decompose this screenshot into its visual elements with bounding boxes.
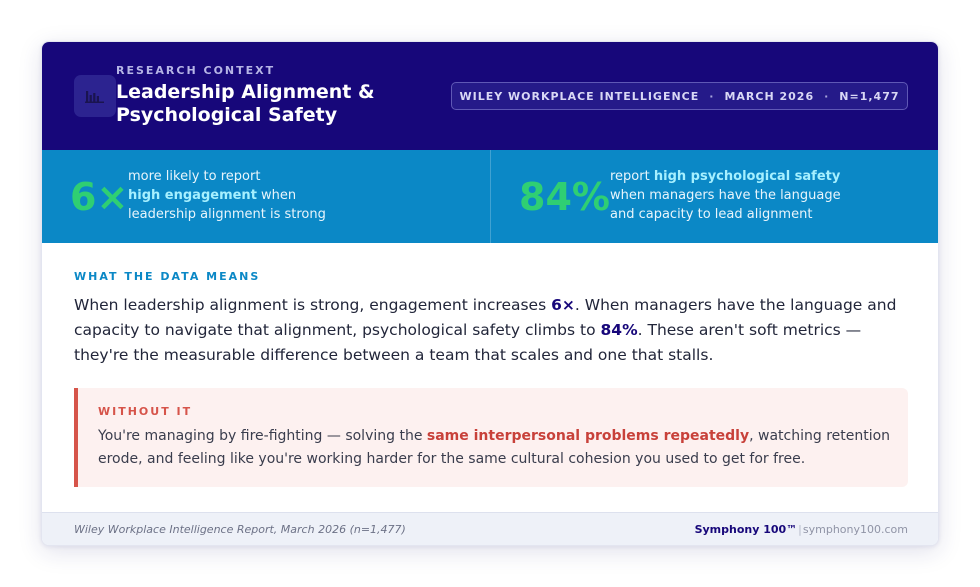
without-it-callout: WITHOUT IT You're managing by fire-fight… (74, 388, 908, 487)
badge-separator: · (824, 89, 830, 103)
sample-size: N=1,477 (839, 89, 900, 103)
research-card: RESEARCH CONTEXT Leadership Alignment & … (41, 41, 939, 546)
stat-engagement-post: when leadership alignment is strong (128, 188, 326, 222)
card-footer: Wiley Workplace Intelligence Report, Mar… (42, 512, 938, 545)
data-means-bold-2: 84% (600, 321, 638, 339)
stat-engagement-text: more likely to report high engagement wh… (128, 167, 348, 224)
footer-brand: Symphony 100™ (694, 523, 798, 536)
badge-separator: · (709, 89, 715, 103)
data-means-text-2: . When managers have the language and ca… (74, 296, 897, 339)
header-eyebrow: RESEARCH CONTEXT (116, 64, 276, 77)
source-date: MARCH 2026 (724, 89, 815, 103)
without-it-bold: same interpersonal problems repeatedly (426, 428, 750, 444)
footer-separator: | (798, 523, 802, 536)
page-title: Leadership Alignment & Psychological Saf… (116, 81, 375, 126)
source-name: WILEY WORKPLACE INTELLIGENCE (459, 89, 700, 103)
source-badge: WILEY WORKPLACE INTELLIGENCE · MARCH 202… (451, 82, 908, 110)
data-means-text-3: . These aren't soft metrics — they're th… (74, 321, 862, 364)
stats-band: 6× more likely to report high engagement… (42, 150, 938, 243)
bar-chart-icon (74, 75, 116, 117)
footer-brand-group: Symphony 100™ | symphony100.com (695, 523, 908, 536)
stat-safety-number: 84% (519, 175, 610, 219)
stat-safety-highlight: high psychological safety (653, 169, 841, 184)
stat-safety-text: report high psychological safety when ma… (610, 167, 858, 224)
stat-engagement-highlight: high engagement (128, 188, 257, 203)
footer-source: Wiley Workplace Intelligence Report, Mar… (74, 523, 406, 536)
stat-engagement-number: 6× (70, 175, 129, 219)
without-it-text-2: , watching retention erode, and feeling … (98, 428, 891, 467)
card-header: RESEARCH CONTEXT Leadership Alignment & … (42, 42, 938, 150)
stat-safety-pre: report (610, 169, 650, 184)
stat-safety-post: when managers have the language and capa… (610, 188, 841, 222)
stat-engagement-pre: more likely to report (128, 169, 261, 184)
without-it-text-1: You're managing by fire-fighting — solvi… (98, 428, 427, 444)
without-it-label: WITHOUT IT (98, 405, 193, 418)
footer-url-link[interactable]: symphony100.com (802, 523, 908, 536)
stat-divider (490, 150, 491, 243)
data-means-paragraph: When leadership alignment is strong, eng… (74, 293, 910, 368)
data-means-text-1: When leadership alignment is strong, eng… (74, 296, 552, 314)
data-means-label: WHAT THE DATA MEANS (74, 270, 261, 283)
data-means-bold-1: 6× (551, 296, 575, 314)
without-it-paragraph: You're managing by fire-fighting — solvi… (98, 425, 898, 471)
